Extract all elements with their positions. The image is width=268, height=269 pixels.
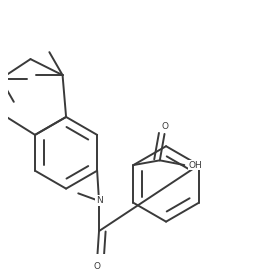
Text: O: O [94,263,100,269]
Text: OH: OH [189,161,203,169]
Text: O: O [161,122,168,131]
Text: N: N [96,196,102,206]
